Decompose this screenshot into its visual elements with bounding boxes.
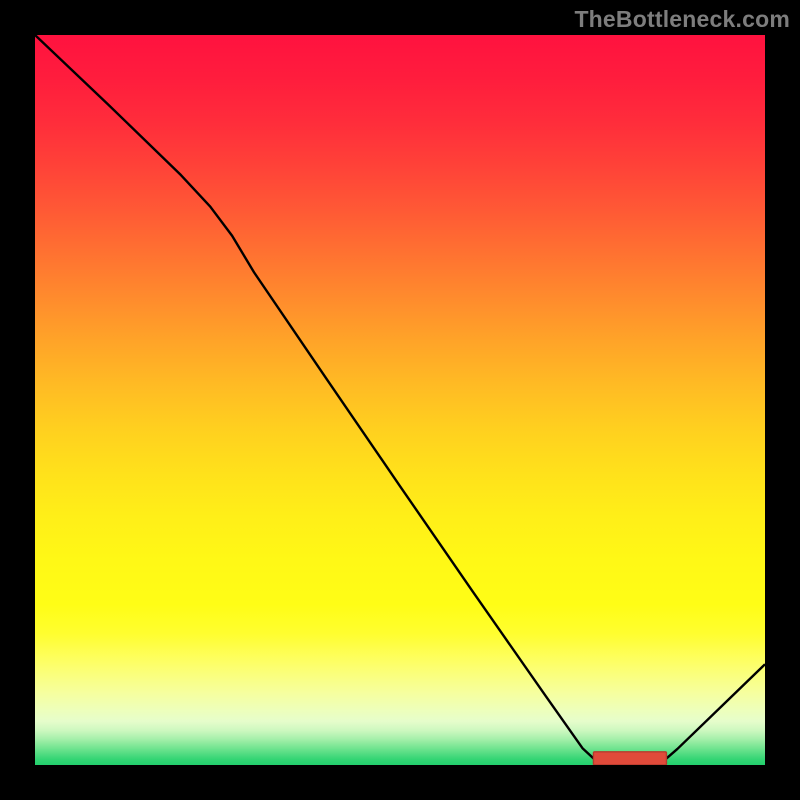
gradient-background [35, 35, 765, 765]
attribution-text: TheBottleneck.com [574, 6, 790, 33]
chart-plot-area [35, 35, 765, 765]
optimal-range-marker [593, 752, 666, 765]
chart-container: TheBottleneck.com [0, 0, 800, 800]
chart-svg [35, 35, 765, 765]
